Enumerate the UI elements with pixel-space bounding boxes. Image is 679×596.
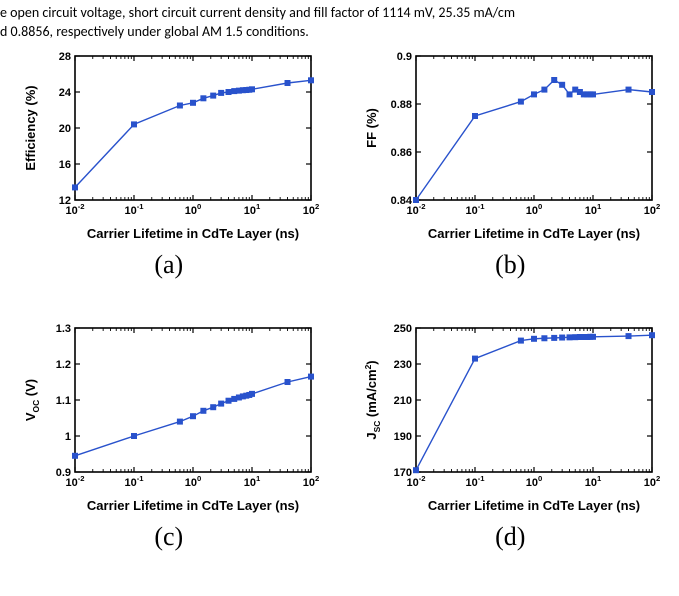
svg-text:1.2: 1.2: [55, 359, 70, 371]
svg-text:100: 100: [184, 202, 201, 217]
svg-text:12: 12: [59, 195, 71, 207]
svg-text:Carrier Lifetime in CdTe Layer: Carrier Lifetime in CdTe Layer (ns): [87, 498, 299, 513]
svg-text:24: 24: [59, 87, 72, 99]
panel-d-label: (d): [495, 522, 525, 552]
chart-efficiency: 10-210-11001011021216202428Carrier Lifet…: [19, 48, 319, 248]
panel-b-label: (b): [495, 250, 525, 280]
svg-text:190: 190: [394, 431, 412, 443]
svg-text:250: 250: [394, 323, 412, 335]
svg-text:VOC (V): VOC (V): [23, 379, 41, 421]
svg-text:1: 1: [65, 431, 71, 443]
svg-text:0.9: 0.9: [397, 51, 412, 63]
svg-text:1.1: 1.1: [55, 395, 70, 407]
svg-text:Efficiency (%): Efficiency (%): [23, 85, 38, 170]
svg-text:10-1: 10-1: [466, 474, 486, 489]
svg-text:101: 101: [585, 474, 602, 489]
panel-b: 10-210-11001011020.840.860.880.9Carrier …: [354, 48, 668, 280]
caption-line1: e open circuit voltage, short circuit cu…: [0, 4, 515, 21]
svg-text:10-1: 10-1: [466, 202, 486, 217]
svg-text:210: 210: [394, 395, 412, 407]
caption-text: e open circuit voltage, short circuit cu…: [0, 0, 679, 48]
svg-text:102: 102: [302, 202, 318, 217]
panel-d: 10-210-1100101102170190210230250Carrier …: [354, 320, 668, 552]
chart-ff: 10-210-11001011020.840.860.880.9Carrier …: [360, 48, 660, 248]
panel-a: 10-210-11001011021216202428Carrier Lifet…: [12, 48, 326, 280]
chart-jsc: 10-210-1100101102170190210230250Carrier …: [360, 320, 660, 520]
svg-text:101: 101: [585, 202, 602, 217]
panel-c-label: (c): [154, 522, 183, 552]
svg-text:Carrier Lifetime in CdTe Layer: Carrier Lifetime in CdTe Layer (ns): [428, 498, 640, 513]
svg-text:100: 100: [526, 202, 543, 217]
svg-text:170: 170: [394, 467, 412, 479]
svg-text:100: 100: [184, 474, 201, 489]
svg-text:0.84: 0.84: [391, 195, 413, 207]
caption-line2: d 0.8856, respectively under global AM 1…: [0, 23, 309, 40]
svg-text:20: 20: [59, 123, 71, 135]
chart-grid: 10-210-11001011021216202428Carrier Lifet…: [0, 48, 679, 552]
svg-text:Carrier Lifetime in CdTe Layer: Carrier Lifetime in CdTe Layer (ns): [87, 226, 299, 241]
svg-text:JSC (mA/cm2): JSC (mA/cm2): [363, 360, 382, 439]
svg-text:100: 100: [526, 474, 543, 489]
chart-voc: 10-210-11001011020.911.11.21.3Carrier Li…: [19, 320, 319, 520]
panel-a-label: (a): [154, 250, 183, 280]
svg-text:FF (%): FF (%): [364, 108, 379, 148]
svg-text:101: 101: [243, 474, 260, 489]
svg-text:16: 16: [59, 159, 71, 171]
svg-text:10-1: 10-1: [124, 474, 144, 489]
svg-text:0.88: 0.88: [391, 99, 412, 111]
svg-text:102: 102: [644, 474, 660, 489]
svg-text:28: 28: [59, 51, 71, 63]
svg-text:Carrier Lifetime in CdTe Layer: Carrier Lifetime in CdTe Layer (ns): [428, 226, 640, 241]
svg-text:102: 102: [644, 202, 660, 217]
svg-text:101: 101: [243, 202, 260, 217]
svg-text:0.86: 0.86: [391, 147, 412, 159]
svg-text:230: 230: [394, 359, 412, 371]
svg-text:102: 102: [302, 474, 318, 489]
panel-c: 10-210-11001011020.911.11.21.3Carrier Li…: [12, 320, 326, 552]
svg-text:0.9: 0.9: [55, 467, 70, 479]
svg-text:10-1: 10-1: [124, 202, 144, 217]
svg-text:1.3: 1.3: [55, 323, 70, 335]
